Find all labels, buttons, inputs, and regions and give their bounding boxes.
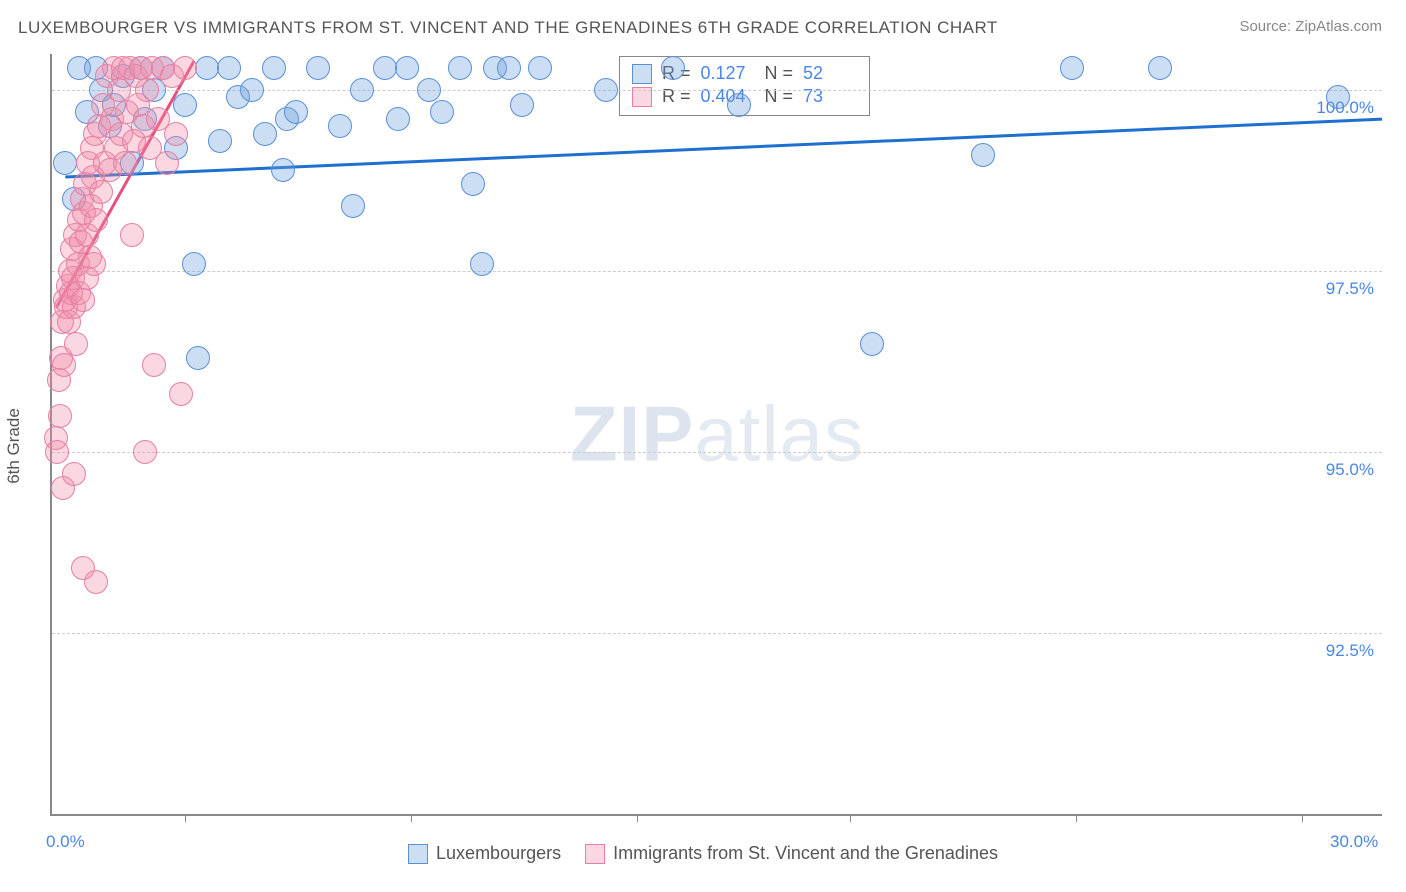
data-point [395, 56, 419, 80]
data-point [1060, 56, 1084, 80]
data-point [169, 382, 193, 406]
legend-swatch [408, 844, 428, 864]
data-point [133, 440, 157, 464]
plot-area: ZIPatlas R =0.127N =52R =0.404N =73 100.… [50, 54, 1382, 816]
data-point [470, 252, 494, 276]
data-point [373, 56, 397, 80]
data-point [271, 158, 295, 182]
data-point [528, 56, 552, 80]
data-point [860, 332, 884, 356]
data-point [53, 151, 77, 175]
legend-swatch [585, 844, 605, 864]
data-point [113, 151, 137, 175]
n-label: N = [765, 86, 794, 107]
data-point [253, 122, 277, 146]
x-tick [850, 814, 851, 822]
data-point [497, 56, 521, 80]
data-point [173, 93, 197, 117]
n-label: N = [765, 63, 794, 84]
data-point [71, 288, 95, 312]
data-point [164, 122, 188, 146]
r-value: 0.127 [701, 63, 755, 84]
data-point [64, 332, 88, 356]
legend-item: Luxembourgers [408, 843, 561, 864]
data-point [284, 100, 308, 124]
x-tick [637, 814, 638, 822]
trend-lines-layer [52, 54, 1382, 814]
x-tick [411, 814, 412, 822]
data-point [62, 462, 86, 486]
data-point [727, 93, 751, 117]
source-label: Source: ZipAtlas.com [1239, 18, 1382, 35]
data-point [262, 56, 286, 80]
data-point [48, 404, 72, 428]
gridline [52, 633, 1382, 634]
y-axis-title: 6th Grade [4, 408, 24, 484]
data-point [1326, 85, 1350, 109]
chart-title: LUXEMBOURGER VS IMMIGRANTS FROM ST. VINC… [18, 18, 998, 38]
x-tick [185, 814, 186, 822]
n-value: 73 [803, 86, 857, 107]
data-point [430, 100, 454, 124]
series-swatch [632, 64, 652, 84]
x-tick [1302, 814, 1303, 822]
n-value: 52 [803, 63, 857, 84]
y-tick-label: 92.5% [1326, 641, 1374, 661]
data-point [89, 180, 113, 204]
y-tick-label: 97.5% [1326, 279, 1374, 299]
legend-label: Immigrants from St. Vincent and the Gren… [613, 843, 998, 864]
x-tick [1076, 814, 1077, 822]
data-point [155, 151, 179, 175]
data-point [120, 223, 144, 247]
data-point [661, 56, 685, 80]
data-point [386, 107, 410, 131]
r-label: R = [662, 86, 691, 107]
legend-label: Luxembourgers [436, 843, 561, 864]
legend-item: Immigrants from St. Vincent and the Gren… [585, 843, 998, 864]
data-point [417, 78, 441, 102]
data-point [82, 252, 106, 276]
gridline [52, 271, 1382, 272]
gridline [52, 452, 1382, 453]
data-point [240, 78, 264, 102]
data-point [182, 252, 206, 276]
chart-container: { "chart": { "type": "scatter", "title":… [0, 0, 1406, 892]
y-tick-label: 95.0% [1326, 460, 1374, 480]
legend: Luxembourgers Immigrants from St. Vincent… [0, 843, 1406, 864]
data-point [510, 93, 534, 117]
